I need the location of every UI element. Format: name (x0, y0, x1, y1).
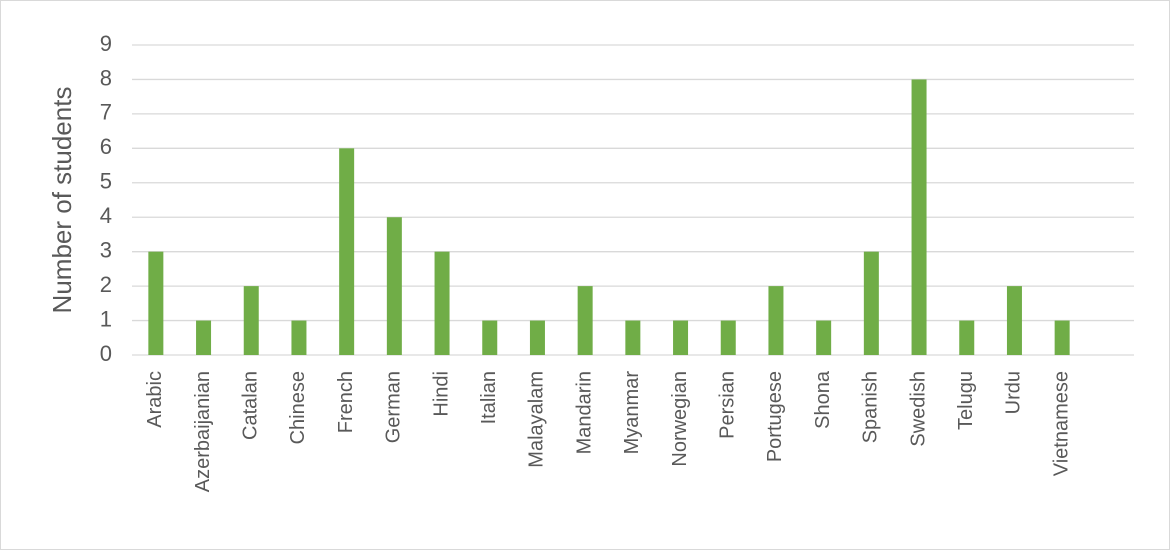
bar (911, 79, 927, 355)
x-tick-label: Spanish (860, 371, 882, 443)
y-tick-label: 0 (100, 341, 112, 366)
x-tick-label: Chinese (287, 371, 309, 444)
y-axis-title: Number of students (47, 87, 77, 314)
x-tick-label: Shona (812, 370, 834, 429)
x-tick-label: Catalan (240, 371, 262, 440)
bar (434, 251, 450, 355)
bar (863, 251, 879, 355)
x-tick-label: German (383, 371, 405, 443)
y-tick-label: 9 (100, 31, 112, 56)
x-tick-label: Italian (478, 371, 500, 424)
x-tick-label: Portugese (764, 371, 786, 462)
x-tick-label: Malayalam (526, 371, 548, 468)
y-tick-label: 5 (100, 169, 112, 194)
y-tick-label: 8 (100, 65, 112, 90)
y-tick-label: 4 (100, 203, 112, 228)
bar (529, 320, 545, 355)
x-tick-label: Azerbaijanian (192, 371, 214, 492)
y-tick-label: 3 (100, 237, 112, 262)
bar (816, 320, 832, 355)
x-tick-label: Arabic (144, 371, 166, 428)
x-tick-label: Vietnamese (1050, 371, 1072, 476)
y-tick-label: 2 (100, 272, 112, 297)
bar (673, 320, 689, 355)
y-tick-label: 7 (100, 100, 112, 125)
bar (243, 286, 259, 355)
bar (768, 286, 784, 355)
y-tick-label: 6 (100, 134, 112, 159)
bar (482, 320, 498, 355)
x-tick-label: Urdu (1003, 371, 1025, 414)
x-tick-label: Norwegian (669, 371, 691, 467)
bar (291, 320, 307, 355)
y-tick-label: 1 (100, 306, 112, 331)
x-tick-label: Telugu (955, 371, 977, 430)
bar (625, 320, 641, 355)
bar (386, 217, 402, 355)
bar (196, 320, 212, 355)
bar (148, 251, 164, 355)
x-tick-label: Swedish (907, 371, 929, 447)
x-tick-label: Persian (717, 371, 739, 439)
x-tick-label: Mandarin (573, 371, 595, 454)
bar (577, 286, 593, 355)
bar (959, 320, 975, 355)
x-tick-label: Hindi (430, 371, 452, 417)
bar (339, 148, 355, 355)
bar (720, 320, 736, 355)
x-tick-label: French (335, 371, 357, 433)
bar (1006, 286, 1022, 355)
x-tick-label: Myanmar (621, 371, 643, 455)
bar (1054, 320, 1070, 355)
